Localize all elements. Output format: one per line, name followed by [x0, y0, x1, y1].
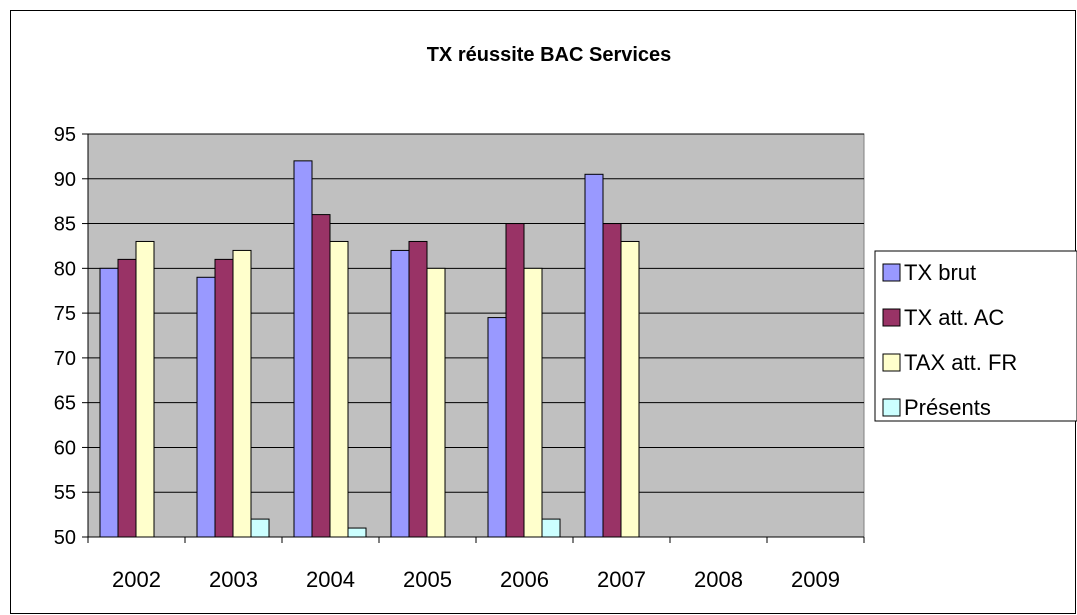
bar-tx-brut-2007: [584, 173, 604, 538]
y-tick-label: 60: [54, 437, 76, 459]
y-tick-label: 90: [54, 169, 76, 191]
bar-tax-att-fr-2003: [232, 249, 252, 538]
legend-swatch: [882, 398, 901, 417]
y-tick-label: 95: [54, 124, 76, 146]
bar-tx-brut-2002: [99, 267, 119, 538]
bar-tx-brut-2006: [487, 317, 507, 538]
bar-tax-att-fr-2002: [135, 240, 155, 538]
bar-tx-brut-2003: [196, 276, 216, 538]
bar-tax-att-fr-2005: [426, 267, 446, 538]
x-axis-ticks: 2002 2003 2004 2005 2006 2007 2008 2009: [87, 537, 865, 592]
bar-tx-att-ac-2004: [311, 214, 331, 538]
x-tick-label: 2009: [791, 567, 840, 592]
bar-pr-sents-2003: [250, 518, 270, 538]
legend-label: TX brut: [904, 260, 976, 285]
x-tick-label: 2003: [209, 567, 258, 592]
legend: TX brut TX att. AC TAX att. FR Présents: [874, 250, 1077, 422]
x-tick-label: 2002: [112, 567, 161, 592]
bar-tax-att-fr-2004: [329, 240, 349, 538]
y-tick-label: 70: [54, 348, 76, 370]
bar-tx-att-ac-2005: [408, 240, 428, 538]
bar-tax-att-fr-2006: [523, 267, 543, 538]
legend-swatch: [882, 353, 901, 372]
chart-title: TX réussite BAC Services: [427, 44, 672, 66]
bars-group: [99, 160, 640, 538]
x-tick-label: 2007: [597, 567, 646, 592]
y-tick-label: 85: [54, 214, 76, 236]
y-tick-label: 80: [54, 258, 76, 280]
bar-tx-brut-2004: [293, 160, 313, 538]
x-tick-label: 2004: [306, 567, 355, 592]
legend-box: [874, 250, 1077, 422]
y-tick-label: 50: [54, 527, 76, 549]
legend-label: Présents: [904, 395, 991, 420]
x-tick-label: 2006: [500, 567, 549, 592]
legend-swatch: [882, 308, 901, 327]
bar-tx-att-ac-2003: [214, 258, 234, 538]
bar-pr-sents-2004: [347, 527, 367, 538]
x-tick-label: 2008: [694, 567, 743, 592]
bar-tx-att-ac-2002: [117, 258, 137, 538]
bar-tx-brut-2005: [390, 249, 410, 538]
legend-swatch: [882, 263, 901, 282]
y-tick-label: 75: [54, 303, 76, 325]
bar-pr-sents-2006: [541, 518, 561, 538]
bar-tx-att-ac-2007: [602, 223, 622, 538]
y-axis-ticks: 50 55 60 65 70 75 80 85 90 95: [54, 124, 88, 549]
legend-label: TAX att. FR: [904, 350, 1017, 375]
bar-tax-att-fr-2007: [620, 240, 640, 538]
y-tick-label: 65: [54, 393, 76, 415]
bar-tx-att-ac-2006: [505, 223, 525, 538]
x-tick-label: 2005: [403, 567, 452, 592]
legend-label: TX att. AC: [904, 305, 1004, 330]
y-tick-label: 55: [54, 482, 76, 504]
